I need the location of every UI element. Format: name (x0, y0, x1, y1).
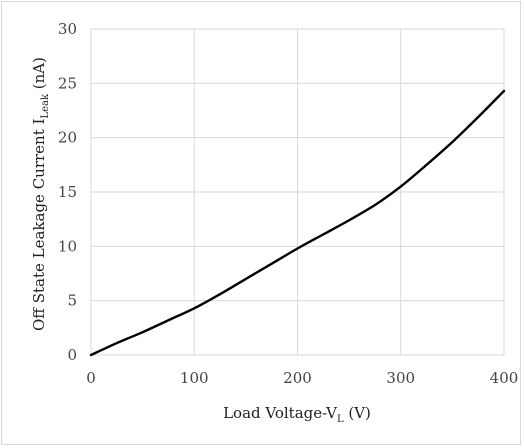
x-tick-label: 300 (386, 369, 415, 387)
y-tick-label: 15 (58, 183, 77, 201)
series-line (89, 89, 506, 357)
x-tick-label: 100 (180, 369, 209, 387)
series-layer (89, 89, 506, 357)
y-tick-label: 30 (58, 20, 77, 38)
x-tick-label: 0 (86, 369, 96, 387)
y-tick-label: 5 (67, 292, 77, 310)
y-tick-label: 25 (58, 74, 77, 92)
x-axis-title-suffix: (V) (344, 404, 371, 422)
y-tick-labels: 0 5 10 15 20 25 30 (58, 20, 77, 364)
x-tick-label: 200 (283, 369, 312, 387)
y-axis-title-suffix: (nA) (30, 57, 48, 94)
x-axis-title: Load Voltage-VL (V) (223, 404, 371, 425)
x-axis-title-sub: L (337, 414, 344, 425)
y-tick-label: 0 (67, 346, 77, 364)
y-axis-title-main: Off State Leakage Current I (30, 118, 48, 331)
x-tick-label: 400 (490, 369, 519, 387)
x-axis-title-main: Load Voltage-V (223, 404, 338, 422)
x-tick-labels: 0 100 200 300 400 (86, 369, 518, 387)
y-tick-label: 20 (58, 129, 77, 147)
y-axis-title: Off State Leakage Current ILeak (nA) (30, 57, 51, 331)
y-axis-title-sub: Leak (40, 93, 51, 119)
gridlines (90, 28, 505, 356)
y-tick-label: 10 (58, 237, 77, 255)
